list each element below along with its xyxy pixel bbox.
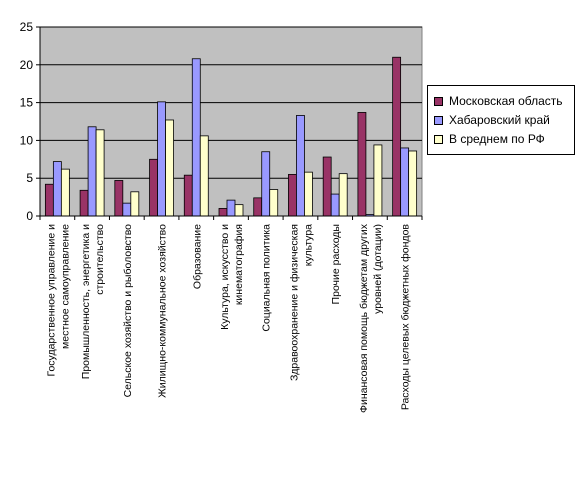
bar-series-3-4 <box>165 119 174 217</box>
bar-series-1-5 <box>183 174 193 217</box>
y-tick-labels: 0 5 10 15 20 25 <box>20 20 34 223</box>
x-tick-label: уровней (дотации) <box>372 224 384 314</box>
bar-series-2-6 <box>226 199 236 217</box>
bar-series-1-3 <box>114 180 124 217</box>
x-tick-label: культура <box>302 224 314 266</box>
x-tick-labels: Государственное управление и местное само… <box>45 223 411 413</box>
legend-swatch-series-1 <box>434 96 443 106</box>
bar-series-3-10 <box>373 144 383 217</box>
x-tick-label: Государственное управление и <box>45 224 57 377</box>
y-tick-label: 15 <box>20 96 34 110</box>
x-tick-label: Жилищно-коммунальное хозяйство <box>157 224 169 398</box>
bar-series-1-10 <box>357 112 367 217</box>
legend-label-series-3: В среднем по РФ <box>449 132 545 146</box>
legend-label-series-2: Хабаровский край <box>449 113 550 127</box>
bars <box>44 56 418 217</box>
legend-item: Хабаровский край <box>434 111 550 129</box>
bar-series-1-1 <box>44 183 54 217</box>
bar-series-2-1 <box>52 161 62 217</box>
x-tick-label: Образование <box>191 224 203 289</box>
bar-series-3-11 <box>408 150 418 217</box>
legend-item: В среднем по РФ <box>434 130 545 148</box>
x-tick-label: строительство <box>94 224 106 295</box>
y-tick-label: 0 <box>26 209 33 223</box>
legend-label-series-1: Московская область <box>449 94 563 108</box>
axes <box>39 27 423 220</box>
x-tick-label: Сельское хозяйство и рыболовство <box>122 224 134 398</box>
bar-series-1-9 <box>322 156 332 217</box>
legend-item: Московская область <box>434 92 563 110</box>
legend-swatch-series-2 <box>434 115 443 125</box>
bar-series-3-2 <box>95 129 105 217</box>
y-tick-label: 5 <box>26 171 33 185</box>
bar-series-1-8 <box>288 174 297 217</box>
legend-swatch-series-3 <box>434 134 443 144</box>
bar-series-3-1 <box>60 168 70 217</box>
bar-series-3-5 <box>199 135 209 217</box>
bar-series-1-4 <box>149 158 158 217</box>
bar-series-2-11 <box>400 147 410 217</box>
x-tick-label: кинематография <box>233 224 245 305</box>
y-tick-label: 10 <box>20 133 34 147</box>
bar-series-3-7 <box>269 189 279 217</box>
bar-series-2-9 <box>330 193 340 217</box>
x-tick-label: Культура, искусство и <box>219 224 231 330</box>
x-tick-label: Прочие расходы <box>330 224 342 304</box>
bar-series-2-3 <box>122 202 132 217</box>
bar-series-3-6 <box>234 204 244 217</box>
bar-series-2-2 <box>87 126 97 217</box>
bar-series-1-11 <box>392 56 402 217</box>
bar-series-1-6 <box>218 208 228 217</box>
bar-series-1-7 <box>253 197 263 217</box>
x-tick-label: Финансовая помощь бюджетам других <box>358 223 370 413</box>
bar-series-2-5 <box>191 58 201 217</box>
x-tick-label: Социальная политика <box>261 224 273 332</box>
bar-series-2-4 <box>157 101 166 217</box>
bar-series-3-8 <box>304 171 313 217</box>
bar-series-3-9 <box>338 173 348 217</box>
y-tick-label: 20 <box>20 58 34 72</box>
x-tick-label: Расходы целевых бюджетных фондов <box>400 224 412 411</box>
y-tick-label: 25 <box>20 20 34 34</box>
bar-series-1-2 <box>79 189 89 217</box>
legend: Московская область Хабаровский край В ср… <box>427 85 575 155</box>
x-tick-label: местное самоуправление <box>59 224 71 349</box>
bar-series-3-3 <box>130 191 140 217</box>
bar-series-2-7 <box>261 151 271 217</box>
x-tick-label: Здравоохранение и физическая <box>288 224 300 381</box>
bar-series-2-8 <box>296 115 305 217</box>
x-tick-label: Промышленность, энергетика и <box>80 224 92 379</box>
